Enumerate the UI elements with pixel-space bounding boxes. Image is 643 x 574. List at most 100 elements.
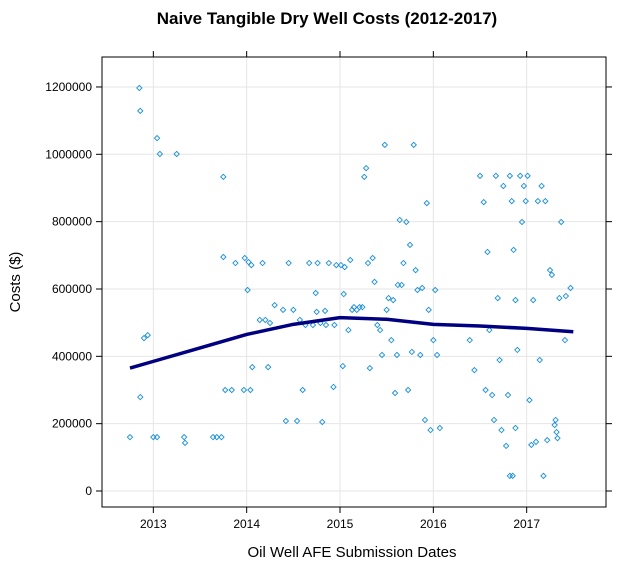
point [393, 351, 401, 359]
x-tick-label: 2015 [327, 517, 354, 531]
point [506, 172, 514, 180]
smooth-line [129, 315, 574, 370]
point [529, 296, 537, 304]
point [394, 281, 402, 289]
x-tick-label: 2014 [233, 517, 260, 531]
point [389, 296, 397, 304]
x-tick-label: 2017 [513, 517, 540, 531]
point [554, 434, 561, 442]
point [471, 366, 478, 374]
point [312, 289, 319, 297]
point [516, 172, 524, 180]
point [248, 261, 255, 269]
point [403, 218, 410, 226]
point [486, 326, 493, 334]
chart-title: Naive Tangible Dry Well Costs (2012-2017… [157, 9, 497, 28]
point [532, 438, 540, 446]
point [433, 351, 441, 359]
x-tick-label: 2016 [420, 517, 447, 531]
point [137, 107, 144, 115]
point [496, 356, 503, 364]
point [137, 393, 144, 401]
y-tick-label: 400000 [52, 349, 92, 363]
point [512, 424, 519, 432]
point [356, 303, 363, 311]
point [506, 472, 514, 480]
point [406, 241, 414, 249]
point [417, 351, 424, 359]
point [144, 331, 151, 339]
point [271, 301, 278, 309]
point [528, 441, 535, 449]
point [333, 261, 340, 269]
x-tick-label: 2013 [140, 517, 167, 531]
point [492, 172, 500, 180]
point [508, 197, 515, 205]
point [542, 197, 549, 205]
point [247, 386, 254, 394]
point [339, 362, 347, 370]
point [359, 303, 366, 311]
point [249, 363, 256, 371]
point [383, 306, 390, 314]
point [218, 433, 225, 441]
point [543, 436, 551, 444]
point [418, 284, 426, 292]
point [313, 308, 320, 316]
point [156, 150, 164, 158]
y-tick-label: 0 [85, 484, 92, 498]
point [244, 286, 251, 294]
point [480, 198, 487, 206]
point [524, 172, 531, 180]
point [374, 321, 381, 329]
point [414, 286, 421, 294]
point [396, 216, 403, 224]
point [427, 426, 434, 434]
point [536, 356, 543, 364]
point [502, 442, 510, 450]
point [408, 348, 416, 356]
point [553, 428, 560, 436]
point [345, 326, 352, 334]
point [181, 439, 189, 447]
point [482, 386, 489, 394]
point [330, 383, 337, 391]
point [290, 306, 297, 314]
point [534, 197, 542, 205]
point [241, 254, 249, 262]
point [180, 433, 188, 441]
point [400, 259, 407, 267]
point [262, 316, 269, 324]
plot-frame [101, 56, 607, 508]
point [319, 418, 326, 426]
point [279, 306, 287, 314]
y-axis-label: Costs ($) [7, 252, 24, 313]
point [153, 134, 161, 142]
point [259, 259, 266, 267]
point [385, 294, 392, 302]
point [561, 336, 569, 344]
point [526, 396, 533, 404]
point [476, 172, 484, 180]
y-tick-label: 800000 [52, 215, 92, 229]
point [388, 336, 395, 344]
point [173, 150, 180, 158]
point [331, 321, 338, 329]
point [299, 386, 306, 394]
point [381, 141, 389, 149]
point [209, 433, 217, 441]
point [347, 256, 354, 264]
y-tick-label: 600000 [52, 282, 92, 296]
point [322, 321, 330, 329]
point [220, 253, 227, 261]
point [488, 391, 496, 399]
point [340, 290, 347, 298]
point [567, 284, 574, 292]
point [240, 386, 248, 394]
point [494, 294, 501, 302]
point [514, 346, 521, 354]
point [500, 182, 507, 190]
point [341, 263, 348, 271]
